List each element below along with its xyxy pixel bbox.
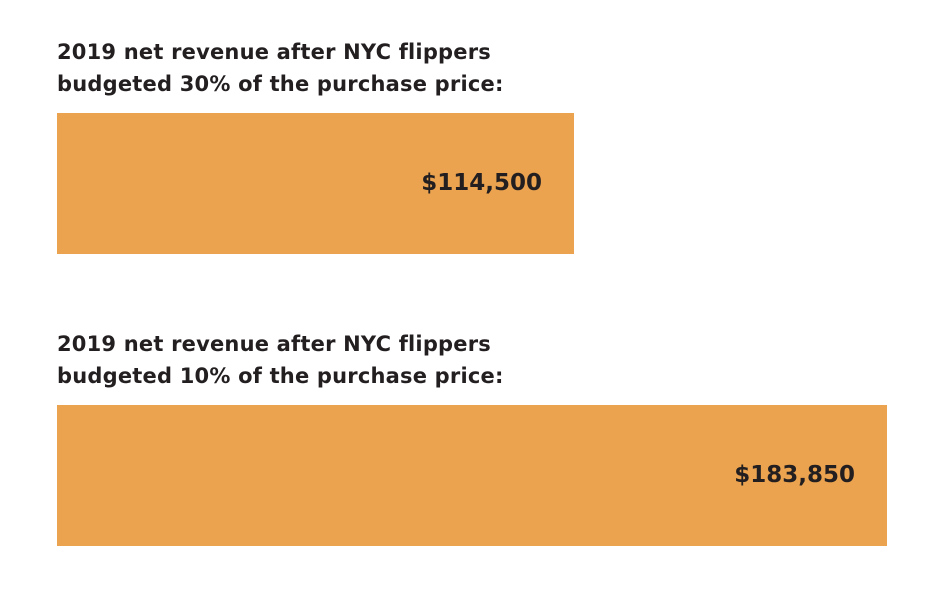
bar-value-30-percent: $114,500 xyxy=(421,170,542,196)
bar-label-30-percent-line-1: 2019 net revenue after NYC flippers xyxy=(57,40,491,64)
bar-10-percent: $183,850 xyxy=(57,405,887,546)
bar-30-percent: $114,500 xyxy=(57,113,574,254)
bar-label-30-percent-line-2: budgeted 30% of the purchase price: xyxy=(57,72,504,96)
bar-label-30-percent: 2019 net revenue after NYC flippers budg… xyxy=(57,36,577,100)
bar-value-10-percent: $183,850 xyxy=(734,462,855,488)
bar-label-10-percent: 2019 net revenue after NYC flippers budg… xyxy=(57,328,577,392)
bar-label-10-percent-line-1: 2019 net revenue after NYC flippers xyxy=(57,332,491,356)
bar-label-10-percent-line-2: budgeted 10% of the purchase price: xyxy=(57,364,504,388)
